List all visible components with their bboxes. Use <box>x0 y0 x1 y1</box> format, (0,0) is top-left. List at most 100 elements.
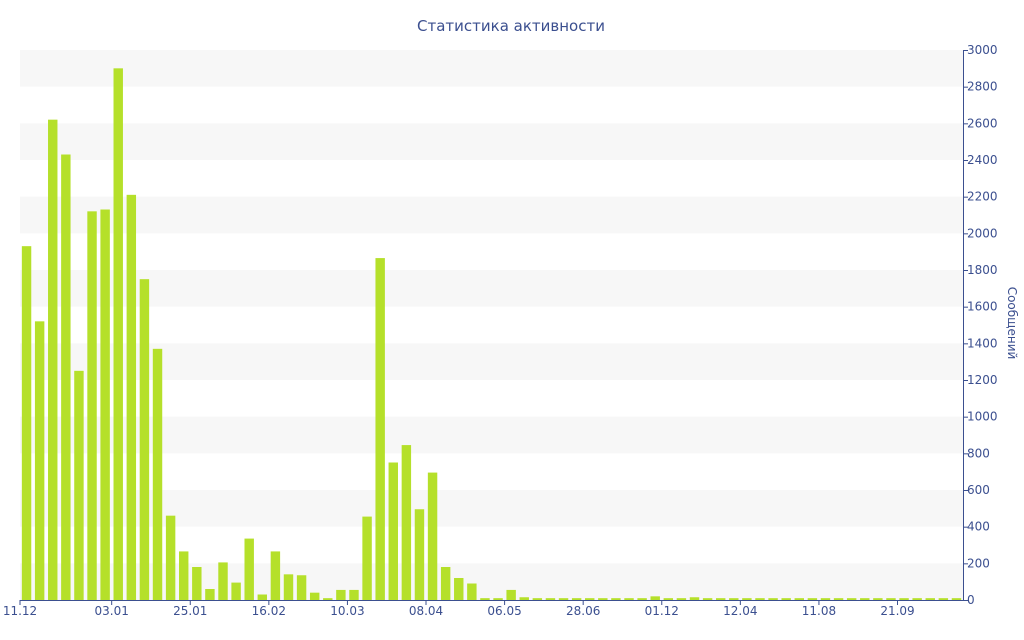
bar <box>715 598 726 600</box>
bar <box>467 583 477 600</box>
bar <box>571 598 582 600</box>
x-tick-label: 08.04 <box>409 604 443 618</box>
bar <box>860 598 870 600</box>
bar <box>309 592 320 600</box>
x-tick-label: 06.05 <box>487 604 521 618</box>
y-tick-label: 200 <box>967 556 990 570</box>
bar <box>585 598 595 600</box>
bar <box>833 598 844 600</box>
bar <box>558 598 569 600</box>
bar <box>781 598 791 600</box>
x-tick-label: 11.08 <box>802 604 836 618</box>
bar <box>545 598 556 600</box>
grid-band <box>20 270 963 307</box>
bar <box>532 598 543 600</box>
bar <box>336 589 346 600</box>
bar <box>925 598 935 600</box>
bars <box>21 68 962 601</box>
bar <box>192 567 202 600</box>
y-tick-label: 1000 <box>967 410 998 424</box>
bar <box>519 597 529 600</box>
y-axis-ticks: 0 200 400 600 800 1000 1200 1400 1600 1800 2000 220… <box>963 43 998 607</box>
bar <box>873 598 883 600</box>
y-axis-label: Сообщений <box>1005 287 1019 360</box>
bar <box>113 68 123 601</box>
bar <box>440 567 451 600</box>
bar <box>493 598 503 600</box>
bar <box>742 598 752 600</box>
grid-band <box>20 50 963 87</box>
x-tick-label: 16.02 <box>252 604 286 618</box>
grid-band <box>20 416 963 454</box>
y-tick-label: 0 <box>967 593 975 607</box>
bar <box>506 589 516 600</box>
x-tick-label: 11.12 <box>3 604 37 618</box>
bar <box>886 598 896 600</box>
bar <box>650 596 660 600</box>
bar <box>637 598 647 600</box>
y-tick-label: 2400 <box>967 153 998 167</box>
bar <box>480 598 490 600</box>
x-tick-label: 03.01 <box>95 604 129 618</box>
x-tick-label: 12.04 <box>723 604 757 618</box>
bar <box>663 598 674 600</box>
bar <box>244 538 254 600</box>
bar <box>139 279 150 600</box>
bar <box>375 258 385 600</box>
bar <box>100 209 110 600</box>
bar <box>283 574 294 600</box>
bar <box>349 589 359 600</box>
bar <box>257 594 268 600</box>
x-tick-label: 21.09 <box>880 604 914 618</box>
bar <box>454 578 464 600</box>
bar <box>270 551 281 600</box>
grid-band <box>20 490 963 527</box>
bar <box>165 515 176 600</box>
y-tick-label: 400 <box>967 520 990 534</box>
y-tick-label: 1600 <box>967 300 998 314</box>
bar <box>74 370 84 600</box>
chart-title: Статистика активности <box>417 17 605 35</box>
x-tick-label: 25.01 <box>173 604 207 618</box>
bar <box>231 582 241 600</box>
y-tick-label: 3000 <box>967 43 998 57</box>
x-axis-ticks: 11.12 03.01 25.01 16.02 10.03 08.04 06.05 28.06… <box>3 600 915 618</box>
bar <box>61 154 71 600</box>
bar <box>598 598 608 600</box>
grid-bands <box>20 50 963 600</box>
bar <box>126 194 137 601</box>
bar <box>48 119 58 601</box>
bar <box>218 562 228 600</box>
y-tick-label: 2600 <box>967 116 998 130</box>
bar <box>676 598 687 600</box>
bar <box>87 211 97 601</box>
bar <box>323 598 333 600</box>
bar <box>414 509 425 600</box>
bar <box>729 598 739 600</box>
bar <box>807 598 818 600</box>
bar <box>179 551 189 600</box>
y-tick-label: 2200 <box>967 190 998 204</box>
y-tick-label: 2000 <box>967 226 998 240</box>
bar <box>611 598 621 600</box>
bar <box>938 598 949 600</box>
bar <box>21 246 32 600</box>
y-tick-label: 600 <box>967 483 990 497</box>
y-tick-label: 1800 <box>967 263 998 277</box>
y-tick-label: 800 <box>967 446 990 460</box>
bar <box>205 589 215 600</box>
bar <box>427 472 438 600</box>
bar <box>401 445 412 600</box>
bar <box>951 598 962 600</box>
bar <box>689 597 700 600</box>
x-tick-label: 10.03 <box>330 604 364 618</box>
bar <box>702 598 713 600</box>
bar <box>152 348 163 600</box>
bar <box>912 598 922 600</box>
bar <box>362 516 372 600</box>
bar <box>846 598 857 600</box>
grid-band <box>20 196 963 234</box>
y-tick-label: 2800 <box>967 80 998 94</box>
x-tick-label: 28.06 <box>566 604 600 618</box>
